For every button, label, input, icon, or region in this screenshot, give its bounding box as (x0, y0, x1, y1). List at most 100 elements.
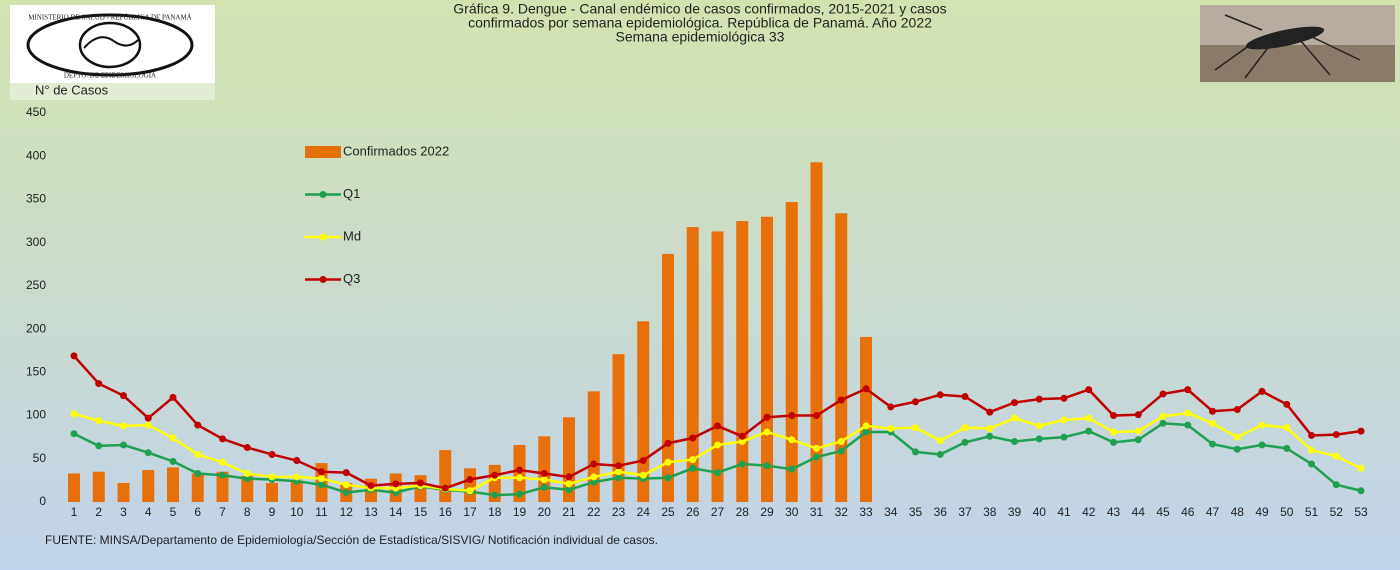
line-marker (540, 469, 548, 477)
line-marker (912, 424, 919, 432)
line-marker (813, 444, 820, 452)
line-marker (565, 486, 573, 494)
x-tick-label: 18 (488, 505, 502, 519)
line-marker (862, 385, 870, 393)
x-tick-label: 20 (538, 505, 552, 519)
line-marker (516, 490, 523, 498)
x-tick-label: 42 (1082, 505, 1096, 519)
line-marker (516, 474, 523, 482)
logo-top: MINISTERIO DE SALUD - REPÚBLICA DE PANAM… (28, 14, 191, 22)
line-marker (367, 482, 375, 490)
line-marker (664, 458, 672, 466)
line-marker (1184, 409, 1192, 417)
x-tick-label: 37 (958, 505, 972, 519)
line-marker (1209, 419, 1216, 427)
line-marker (169, 393, 177, 401)
line-marker (1283, 444, 1291, 452)
line-marker (1258, 387, 1266, 395)
x-tick-label: 26 (686, 505, 700, 519)
line-marker (664, 474, 672, 482)
bar (266, 482, 278, 502)
y-tick-label: 100 (26, 408, 46, 422)
y-tick-label: 200 (26, 321, 46, 335)
line-marker (1134, 411, 1142, 419)
line-marker (1258, 421, 1266, 429)
line-marker (986, 408, 994, 416)
x-tick-label: 48 (1231, 505, 1245, 519)
line-marker (219, 471, 226, 479)
bar (711, 231, 724, 502)
line-marker (1233, 445, 1241, 453)
line-marker (862, 422, 870, 430)
line-marker (961, 393, 969, 401)
line-marker (243, 444, 251, 452)
line-marker (1035, 435, 1043, 443)
x-tick-label: 5 (170, 505, 177, 519)
line-marker (639, 471, 647, 479)
line-marker (540, 476, 548, 484)
line-marker (219, 458, 226, 466)
line-marker (1060, 416, 1068, 424)
line-marker (144, 414, 152, 422)
line-marker (639, 457, 647, 465)
bar (538, 436, 551, 502)
x-tick-label: 9 (269, 505, 276, 519)
x-tick-label: 29 (760, 505, 774, 519)
x-tick-label: 43 (1107, 505, 1121, 519)
line-marker (912, 448, 919, 456)
line-marker (1110, 412, 1117, 420)
y-tick-label: 150 (26, 365, 46, 379)
line-marker (565, 480, 573, 488)
line-marker (615, 474, 622, 482)
chart-title: Gráfica 9. Dengue - Canal endémico de ca… (453, 1, 946, 17)
line-marker (887, 403, 895, 411)
x-tick-label: 38 (983, 505, 997, 519)
line-marker (936, 437, 944, 445)
bar (241, 476, 254, 502)
logo: MINISTERIO DE SALUD - REPÚBLICA DE PANAM… (10, 5, 215, 100)
line-marker (1332, 452, 1340, 460)
x-tick-label: 25 (661, 505, 675, 519)
line-marker (689, 464, 697, 472)
line-marker (1233, 433, 1241, 441)
line-marker (961, 438, 969, 446)
line-marker (664, 439, 672, 447)
x-tick-label: 28 (736, 505, 750, 519)
x-tick-label: 24 (637, 505, 651, 519)
line-marker (1357, 464, 1365, 472)
line-marker (862, 428, 870, 436)
bar (191, 473, 204, 502)
line-marker (466, 476, 474, 484)
line-marker (813, 412, 820, 420)
line-marker (1134, 436, 1142, 444)
line-marker (120, 422, 127, 430)
bar (686, 227, 699, 502)
x-tick-label: 8 (244, 505, 251, 519)
x-tick-label: 1 (71, 505, 78, 519)
line-marker (417, 479, 424, 487)
bar (563, 417, 575, 502)
x-tick-label: 10 (290, 505, 304, 519)
line-marker (1035, 395, 1043, 403)
bar (785, 202, 798, 502)
line-marker (1060, 394, 1068, 402)
line-marker (936, 450, 944, 458)
line-marker (1283, 400, 1291, 408)
line-marker (961, 424, 969, 432)
line-marker (936, 391, 944, 399)
legend-swatch (305, 146, 341, 158)
x-tick-label: 51 (1305, 505, 1319, 519)
y-axis-label: N° de Casos (35, 82, 109, 97)
x-tick-label: 16 (439, 505, 453, 519)
line-marker (565, 473, 573, 481)
x-tick-label: 2 (95, 505, 102, 519)
x-tick-label: 14 (389, 505, 403, 519)
line-marker (120, 392, 127, 400)
line-marker (342, 469, 350, 477)
line-marker (194, 469, 202, 477)
line-marker (590, 460, 598, 468)
line-marker (1233, 406, 1241, 414)
x-tick-label: 19 (513, 505, 527, 519)
line-marker (813, 453, 820, 461)
